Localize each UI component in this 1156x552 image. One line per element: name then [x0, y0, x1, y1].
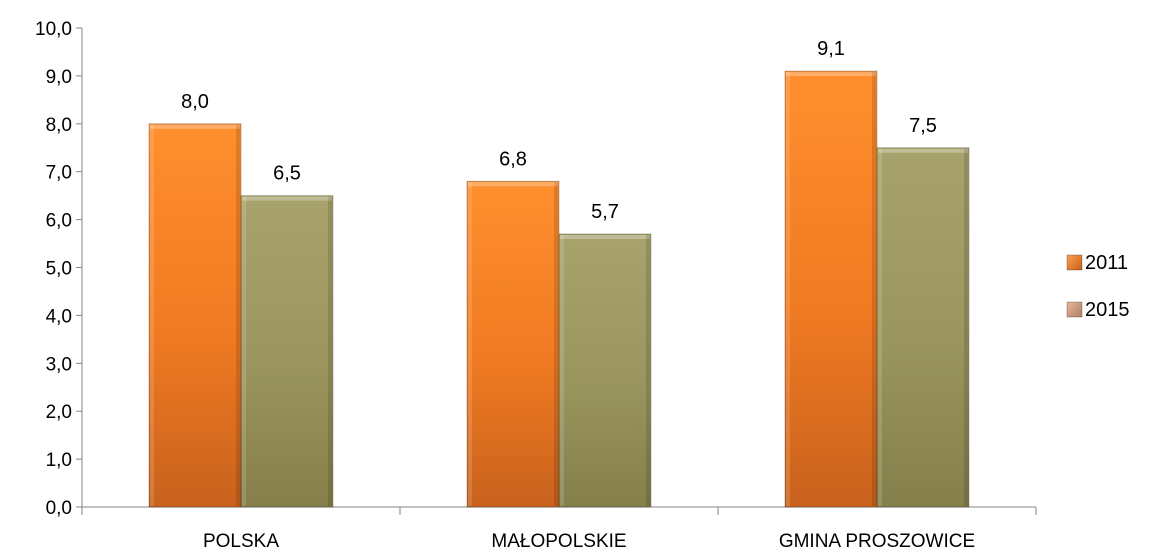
- y-tick-label: 0,0: [46, 498, 72, 519]
- x-category-label: MAŁOPOLSKIE: [491, 531, 626, 552]
- bar-2015-2: [558, 233, 652, 508]
- y-tick-label: 4,0: [46, 306, 72, 327]
- data-labels: 8,0 6,8 9,1 6,5 5,7 7,5: [181, 38, 937, 223]
- bar-2011-1: [148, 123, 242, 508]
- y-tick-label: 1,0: [46, 450, 72, 471]
- bar-2015-3: [876, 147, 970, 508]
- bar-2011-3: [784, 70, 878, 508]
- x-axis: POLSKA MAŁOPOLSKIE GMINA PROSZOWICE: [81, 506, 1037, 552]
- bars: [148, 70, 970, 508]
- data-label: 8,0: [181, 91, 209, 113]
- legend-item-2011: 2011: [1066, 252, 1128, 274]
- data-label: 7,5: [909, 115, 937, 137]
- y-tick-label: 2,0: [46, 402, 72, 423]
- y-axis: 0,0 1,0 2,0 3,0 4,0 5,0 6,0 7,0 8,0 9,0 10,0: [35, 19, 83, 519]
- data-label: 5,7: [591, 201, 619, 223]
- legend-swatch: [1066, 301, 1083, 318]
- legend: 2011 2015: [1066, 252, 1130, 321]
- data-label: 6,8: [499, 148, 527, 170]
- y-tick-label: 9,0: [46, 67, 72, 88]
- y-tick-label: 8,0: [46, 115, 72, 136]
- x-category-label: GMINA PROSZOWICE: [779, 531, 975, 552]
- data-label: 9,1: [817, 38, 845, 60]
- y-tick-label: 10,0: [35, 19, 72, 40]
- bar-2015-1: [240, 195, 334, 508]
- legend-item-2015: 2015: [1066, 299, 1130, 321]
- bar-2011-2: [466, 180, 560, 508]
- data-label: 6,5: [273, 163, 301, 185]
- y-tick-label: 3,0: [46, 354, 72, 375]
- x-category-label: POLSKA: [203, 531, 279, 552]
- legend-swatch: [1066, 254, 1083, 271]
- y-tick-label: 6,0: [46, 211, 72, 232]
- legend-label: 2011: [1085, 252, 1128, 274]
- y-tick-label: 7,0: [46, 163, 72, 184]
- y-tick-label: 5,0: [46, 259, 72, 280]
- legend-label: 2015: [1085, 299, 1130, 321]
